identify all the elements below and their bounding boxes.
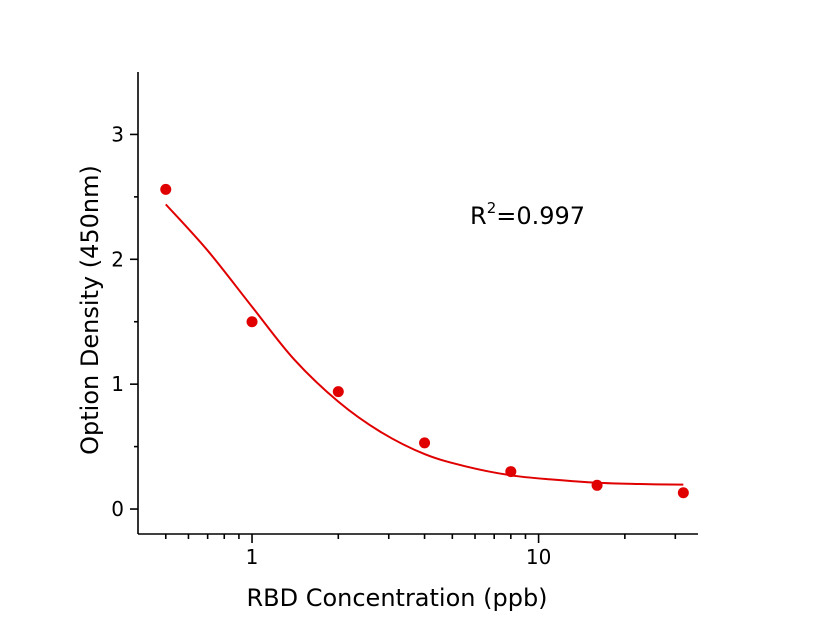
data-points [160,183,689,499]
r-squared-annotation: R2=0.997 [470,199,585,230]
data-point [677,487,689,499]
y-ticks: 0 1 2 3 [111,122,138,521]
y-tick-label: 3 [111,122,124,146]
y-tick-label: 1 [111,372,124,396]
data-point [332,386,344,398]
x-tick-label: 1 [246,545,259,569]
data-point [160,183,172,195]
r-squared-value: =0.997 [496,202,585,230]
axes [137,72,698,535]
x-tick-label: 10 [526,545,551,569]
data-point [246,316,258,328]
data-point [505,466,517,478]
y-tick-label: 0 [111,497,124,521]
data-point [591,479,603,491]
data-point [419,437,431,449]
y-tick-label: 2 [111,247,124,271]
x-axis-title: RBD Concentration (ppb) [246,584,547,612]
x-ticks: 1 10 [164,534,677,569]
r-squared-superscript: 2 [487,199,497,217]
r-squared-label: R [470,202,487,230]
y-axis-title: Option Density (450nm) [76,165,104,455]
